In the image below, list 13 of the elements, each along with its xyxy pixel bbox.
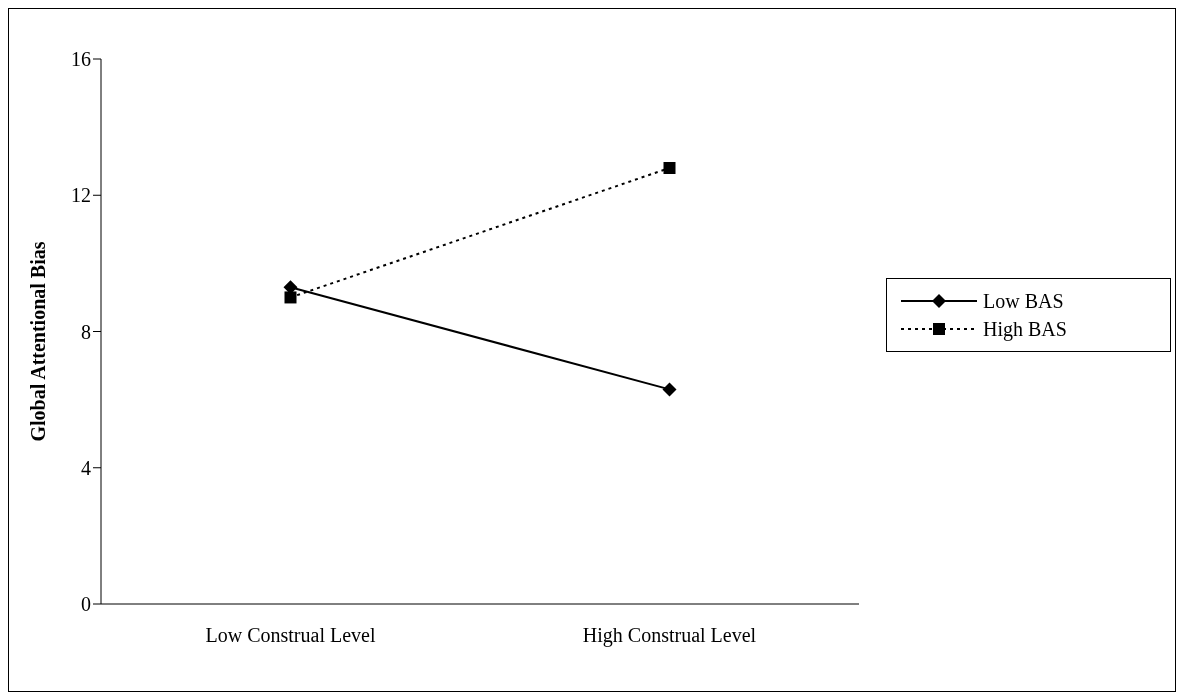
point — [662, 382, 677, 397]
x-tick-label: Low Construal Level — [205, 624, 376, 647]
y-tick-label: 0 — [81, 593, 91, 616]
point — [284, 291, 297, 304]
legend-label: Low BAS — [983, 289, 1064, 313]
y-tick-label: 8 — [81, 320, 91, 343]
y-tick-label: 12 — [71, 184, 91, 207]
point — [663, 162, 676, 174]
y-tick-label: 4 — [81, 456, 91, 479]
x-tick-label: High Construal Level — [582, 624, 757, 648]
y-axis-title: Global Attentional Bias — [27, 241, 50, 442]
legend-label: High BAS — [983, 317, 1067, 341]
y-tick-label: 16 — [71, 48, 91, 71]
